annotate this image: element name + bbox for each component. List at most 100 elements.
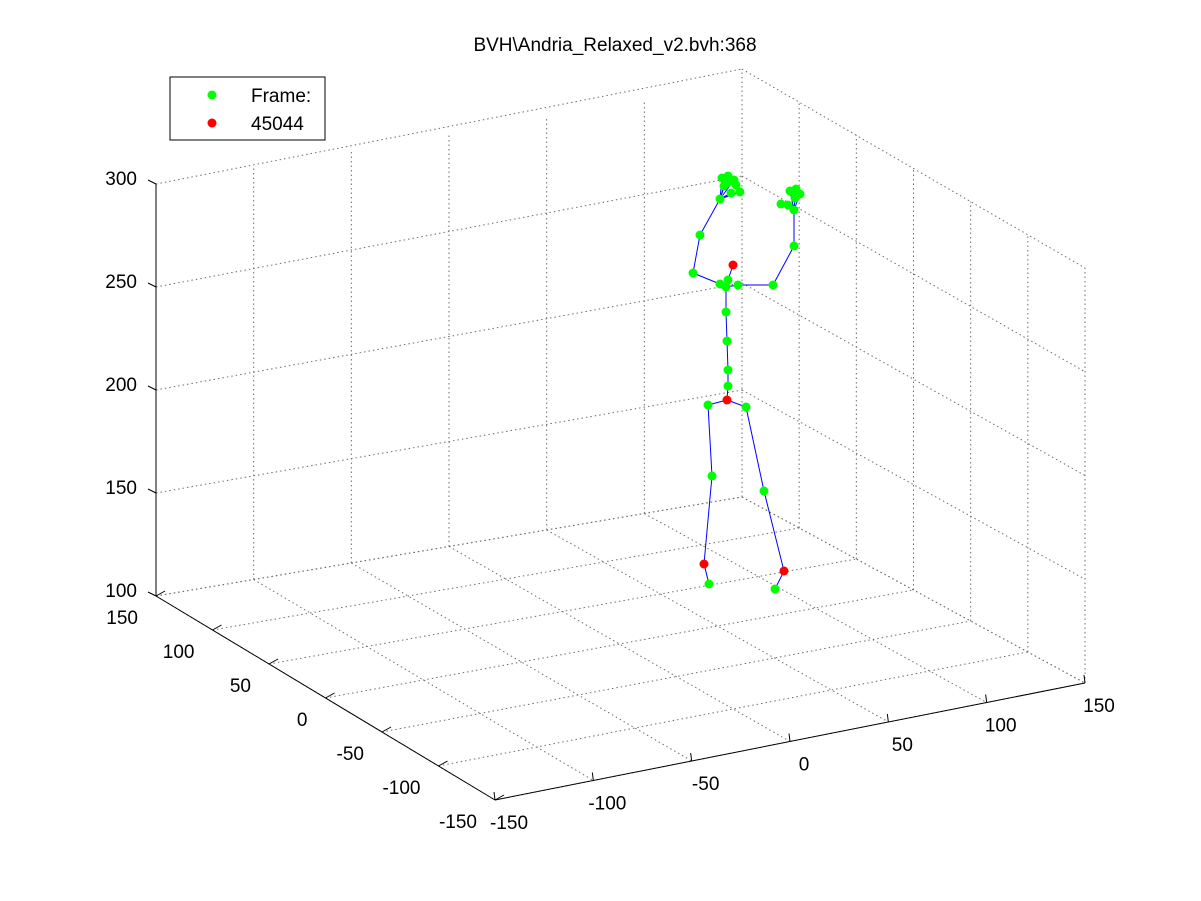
- joint-point: [722, 336, 732, 346]
- floor-grid-line: [644, 513, 987, 703]
- x-tick-label: -50: [692, 774, 719, 795]
- legend-marker-number: [207, 118, 217, 128]
- floor-grid-line: [448, 546, 791, 742]
- z-tick-label: 300: [105, 169, 137, 190]
- x-tick-label: 50: [892, 735, 913, 756]
- left-wall-grid-line: [155, 496, 743, 597]
- x-axis-tick: [1083, 674, 1086, 684]
- z-axis-tick: [147, 282, 157, 288]
- y-axis-tick: [268, 658, 279, 665]
- skeleton-bones: [692, 175, 801, 590]
- joint-point: [789, 241, 799, 251]
- joint-point: [776, 199, 786, 209]
- floor-grid-line: [212, 527, 800, 631]
- bone-segment: [745, 406, 765, 492]
- left-wall-grid-line: [155, 175, 743, 288]
- z-tick-label: 250: [105, 272, 137, 293]
- joint-point: [715, 194, 725, 204]
- joint-point: [733, 280, 743, 290]
- y-axis-tick: [494, 794, 505, 801]
- legend-marker-frame: [207, 90, 217, 100]
- bone-segment: [772, 245, 795, 286]
- legend: Frame: 45044: [169, 76, 326, 141]
- floor-grid-line: [546, 529, 889, 723]
- x-axis-tick: [985, 694, 988, 703]
- left-wall-grid-line: [155, 68, 743, 185]
- x-axis-tick: [886, 713, 889, 723]
- joint-point: [704, 579, 714, 589]
- left-wall-grid-line: [155, 282, 743, 391]
- joint-point: [723, 365, 733, 375]
- y-axis-tick: [325, 692, 335, 699]
- x-axis-tick: [690, 752, 693, 762]
- joint-point-highlighted: [722, 395, 732, 405]
- joint-point: [741, 402, 751, 412]
- joint-point: [722, 178, 732, 188]
- x-tick-label: 100: [985, 716, 1017, 737]
- grid-lines: [155, 68, 1086, 801]
- joint-point: [759, 486, 769, 496]
- x-axis-tick: [591, 772, 594, 781]
- z-axis-tick: [147, 385, 157, 391]
- joint-point: [688, 268, 698, 278]
- bone-segment: [692, 234, 701, 274]
- x-tick-label: -100: [588, 794, 626, 815]
- joint-point: [707, 471, 717, 481]
- floor-grid-line: [325, 589, 914, 699]
- joint-point: [721, 307, 731, 317]
- left-wall-grid-line: [155, 389, 743, 494]
- joint-point: [768, 280, 778, 290]
- z-axis-tick: [147, 488, 157, 494]
- joint-point: [723, 381, 733, 391]
- joint-point: [695, 230, 705, 240]
- z-axis-tick: [147, 591, 157, 597]
- y-tick-label: -100: [382, 778, 420, 799]
- x-axis-tick: [493, 791, 496, 801]
- joint-point: [789, 205, 799, 215]
- y-tick-label: -150: [439, 812, 477, 833]
- y-axis-tick: [155, 590, 166, 597]
- joint-point-highlighted: [728, 260, 738, 270]
- floor-grid-line: [381, 620, 971, 733]
- joint-point: [770, 584, 780, 594]
- y-tick-label: 0: [297, 710, 308, 731]
- y-tick-label: 150: [106, 608, 138, 629]
- floor-grid-line: [438, 651, 1028, 767]
- joint-point: [726, 188, 736, 198]
- joint-point: [723, 275, 733, 285]
- bone-segment: [703, 475, 713, 565]
- right-wall-grid-line: [741, 496, 1086, 684]
- skeleton-joints: [688, 171, 805, 594]
- joint-point: [735, 187, 745, 197]
- joint-point: [703, 400, 713, 410]
- joint-point-highlighted: [779, 566, 789, 576]
- joint-point: [731, 180, 741, 190]
- z-axis-tick: [147, 179, 157, 185]
- joint-point: [790, 193, 800, 203]
- legend-label-number: 45044: [251, 114, 304, 135]
- x-axis-tick: [788, 733, 791, 742]
- joint-point: [783, 200, 793, 210]
- x-tick-label: 0: [799, 755, 810, 776]
- bone-segment: [692, 272, 721, 285]
- y-axis-tick: [381, 726, 392, 733]
- bone-segment: [699, 198, 721, 236]
- z-tick-label: 100: [105, 581, 137, 602]
- y-axis-tick: [212, 624, 222, 631]
- x-tick-label: 150: [1083, 696, 1115, 717]
- legend-box: [169, 76, 326, 141]
- bone-segment: [725, 311, 728, 342]
- legend-label-frame: Frame:: [251, 86, 311, 107]
- chart-title: BVH\Andria_Relaxed_v2.bvh:368: [473, 35, 756, 56]
- x-tick-label: -150: [490, 813, 528, 834]
- tick-labels: -150 -100 -50 0 50 100 150 -150 -100 -50 0 50 100 150…: [105, 169, 1115, 834]
- y-tick-label: 50: [230, 676, 251, 697]
- y-axis-tick: [438, 760, 448, 767]
- right-wall-grid-line: [741, 68, 1086, 269]
- axes: [147, 179, 1086, 801]
- bone-segment: [707, 404, 713, 477]
- z-tick-label: 200: [105, 375, 137, 396]
- joint-point-highlighted: [699, 559, 709, 569]
- bone-segment: [726, 340, 729, 371]
